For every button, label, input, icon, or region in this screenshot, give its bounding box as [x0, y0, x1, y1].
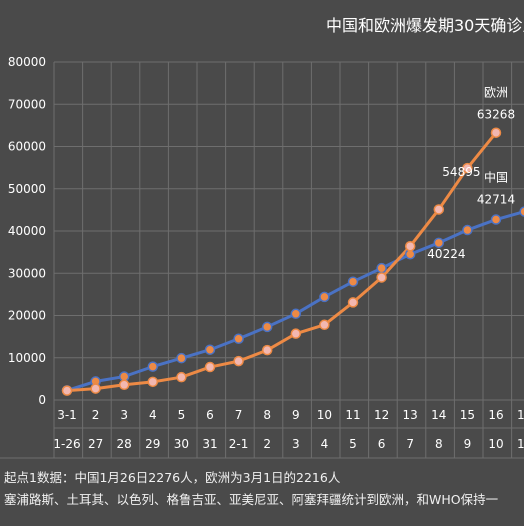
data-point-europe: [261, 344, 273, 356]
y-tick-label: 50000: [8, 182, 46, 196]
data-point-europe: [204, 361, 216, 373]
data-label-europe-15: 54895: [442, 165, 480, 179]
x-tick-label-row2: 8: [435, 437, 443, 451]
x-tick-label-row2: 7: [406, 437, 414, 451]
x-tick-label-row1: 11: [345, 408, 360, 422]
x-tick-label-row2: 27: [88, 437, 103, 451]
chart-title: 中国和欧洲爆发期30天确诊人: [326, 16, 524, 35]
data-point-europe: [462, 162, 473, 174]
data-label-china-16: 42714: [477, 193, 515, 207]
data-point-china: [319, 291, 330, 303]
x-tick-label-row2: 5: [349, 437, 357, 451]
data-point-china: [347, 276, 359, 287]
data-point-europe: [319, 319, 330, 331]
x-tick-label-row1: 13: [403, 408, 418, 422]
data-point-europe: [233, 355, 244, 367]
data-point-europe: [433, 204, 445, 215]
y-tick-label: 20000: [8, 309, 46, 323]
data-label-china-15: 40224: [427, 247, 465, 261]
x-tick-label-row1: 5: [178, 408, 186, 422]
x-tick-label-row2: 29: [145, 437, 160, 451]
data-point-europe: [90, 383, 101, 394]
x-tick-label-row2: 2: [263, 437, 271, 451]
data-point-china: [462, 224, 473, 236]
data-point-europe: [347, 297, 359, 308]
data-point-europe: [490, 127, 502, 138]
data-point-china: [519, 206, 524, 217]
x-tick-label-row1: 17: [517, 408, 524, 422]
x-tick-label-row2: 28: [117, 437, 132, 451]
x-tick-label-row2: 11: [517, 437, 524, 451]
x-tick-label-row2: 31: [202, 437, 217, 451]
data-point-china: [433, 237, 445, 249]
x-tick-label-row2: 10: [488, 437, 503, 451]
x-tick-label-row1: 9: [292, 408, 300, 422]
data-point-europe: [61, 385, 73, 396]
y-tick-label: 60000: [8, 140, 46, 154]
x-tick-label-row2: 3: [292, 437, 300, 451]
x-tick-label-row2: 30: [174, 437, 189, 451]
footnote-1: 起点1数据：中国1月26日2276人，欧洲为3月1日的2216人: [4, 470, 341, 485]
series-label-europe: 欧洲: [484, 86, 508, 100]
y-tick-label: 70000: [8, 97, 46, 111]
x-tick-label-row2: 1-26: [53, 437, 80, 451]
data-point-europe: [147, 376, 159, 388]
y-tick-label: 0: [38, 393, 46, 407]
data-point-europe: [176, 371, 187, 383]
data-label-europe-last: 63268: [477, 108, 515, 122]
data-point-china: [147, 361, 159, 372]
data-point-europe: [376, 272, 387, 283]
data-point-europe: [290, 328, 302, 339]
x-tick-label-row1: 15: [460, 408, 475, 422]
data-point-china: [176, 352, 187, 364]
x-tick-label-row1: 4: [149, 408, 157, 422]
data-point-china: [233, 333, 244, 344]
x-tick-label-row2: 2-1: [229, 437, 249, 451]
series-line-europe: [66, 131, 498, 393]
y-tick-label: 40000: [8, 224, 46, 238]
data-point-china: [490, 214, 502, 225]
x-tick-label-row1: 12: [374, 408, 389, 422]
x-tick-label-row1: 14: [431, 408, 446, 422]
footnote-2: 塞浦路斯、土耳其、以色列、格鲁吉亚、亚美尼亚、阿塞拜疆统计到欧洲，和WHO保持一: [4, 492, 499, 507]
data-point-europe: [118, 379, 130, 391]
x-tick-label-row2: 9: [464, 437, 472, 451]
data-point-china: [376, 262, 387, 274]
x-tick-label-row1: 6: [206, 408, 214, 422]
x-tick-label-row2: 4: [321, 437, 329, 451]
data-point-china: [204, 344, 216, 355]
data-point-china: [290, 308, 302, 320]
y-tick-label: 80000: [8, 55, 46, 69]
x-tick-label-row1: 2: [92, 408, 100, 422]
x-tick-label-row1: 10: [317, 408, 332, 422]
series-line-china: [66, 210, 524, 392]
data-point-europe: [404, 240, 416, 252]
x-tick-label-row2: 6: [378, 437, 386, 451]
y-tick-label: 30000: [8, 266, 46, 280]
x-tick-label-row1: 3: [120, 408, 128, 422]
x-tick-label-row1: 8: [263, 408, 271, 422]
y-tick-label: 10000: [8, 351, 46, 365]
x-tick-label-row1: 16: [488, 408, 503, 422]
series-label-china: 中国: [484, 170, 508, 185]
x-tick-label-row1: 3-1: [57, 408, 77, 422]
x-tick-label-row1: 7: [235, 408, 243, 422]
data-point-china: [261, 321, 273, 333]
